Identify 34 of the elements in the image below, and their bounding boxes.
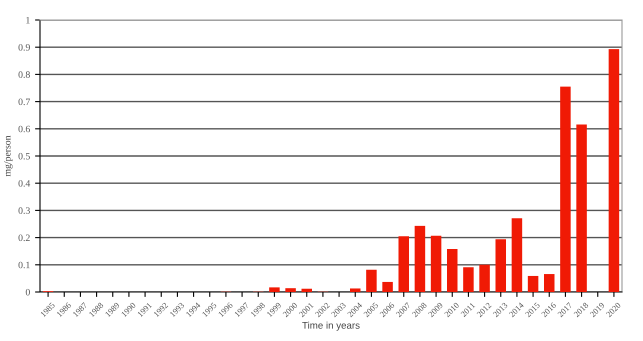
y-tick-label: 0.5: [18, 152, 30, 160]
bar: [398, 236, 410, 292]
bar: [366, 270, 377, 292]
bar: [414, 226, 426, 292]
bar: [528, 276, 538, 292]
bar: [544, 274, 555, 292]
bar: [608, 49, 620, 292]
y-tick-label: 0.9: [18, 44, 30, 51]
x-tick-label: 2011: [460, 302, 476, 318]
y-tick-label: 1: [26, 16, 30, 24]
y-tick-label: 0.4: [18, 180, 30, 187]
y-tick-label: 0.3: [18, 207, 30, 214]
y-tick-label: 0.8: [18, 71, 30, 78]
bar: [430, 236, 442, 292]
x-axis-title: Time in years: [302, 322, 360, 331]
bar: [479, 264, 490, 292]
y-axis-title: mg/person: [4, 136, 13, 176]
y-tick-label: 0.7: [18, 98, 30, 106]
y-tick-label: 0.2: [18, 234, 30, 242]
bar: [463, 267, 474, 292]
bar: [382, 282, 393, 292]
bar: [560, 86, 571, 292]
bar: [301, 288, 312, 292]
bar: [495, 239, 506, 292]
y-tick-label: 0: [26, 288, 30, 296]
bar: [285, 288, 296, 292]
y-tick-label: 0.6: [18, 126, 30, 132]
x-tick-label: 1991: [137, 302, 152, 318]
y-tick-label: 0.1: [18, 262, 30, 268]
bar: [350, 288, 361, 292]
bar: [576, 124, 587, 292]
bar: [446, 249, 458, 292]
bar: [512, 218, 522, 292]
bar: [269, 287, 280, 292]
